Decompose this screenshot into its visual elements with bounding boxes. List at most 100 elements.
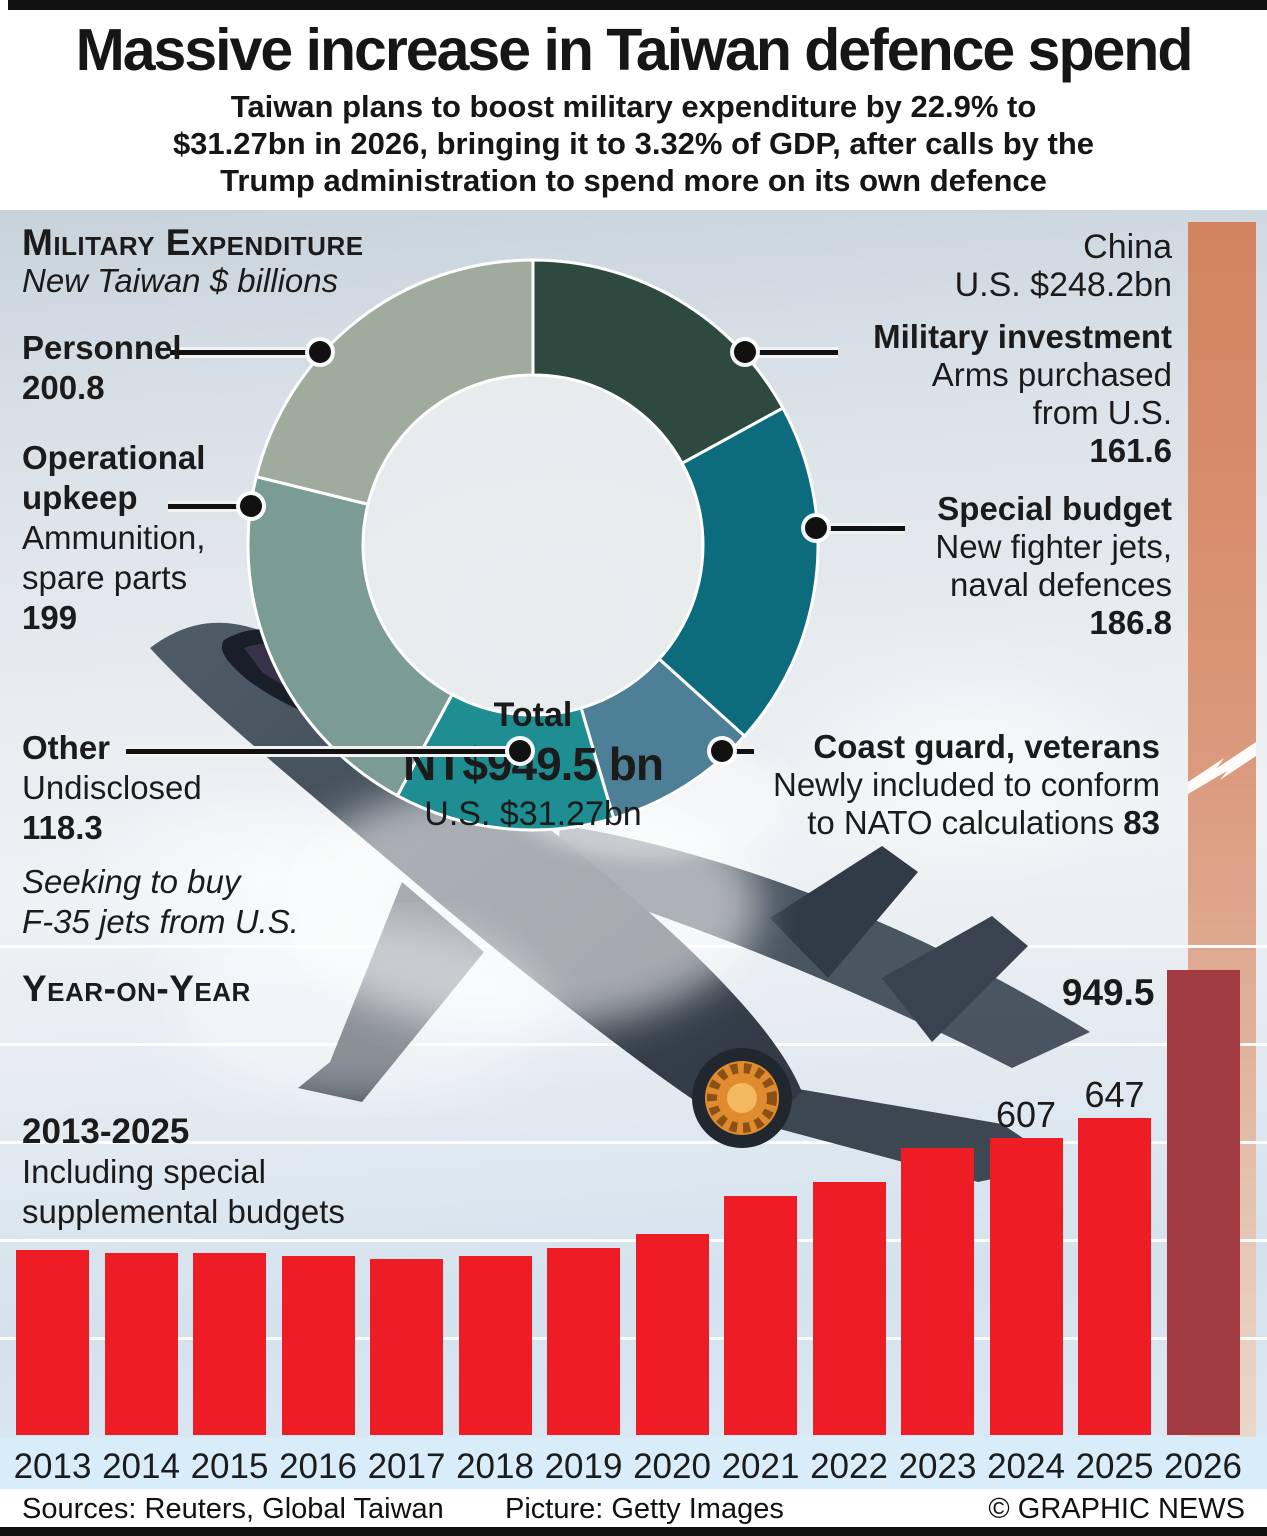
bar-2015 xyxy=(193,1252,266,1435)
callout-line xyxy=(745,347,838,358)
yoy-bar-chart: 607 647 949.5 xyxy=(0,210,1267,1437)
bar-2018 xyxy=(458,1255,532,1435)
military-investment-title: Military investment xyxy=(873,318,1172,355)
coast-guard-title: Coast guard, veterans xyxy=(813,728,1160,765)
year-label-2015: 2015 xyxy=(190,1447,269,1486)
coast-guard-label: Coast guard, veterans Newly included to … xyxy=(773,728,1160,842)
bar-value-label-2025: 647 xyxy=(1084,1074,1145,1116)
bar-2019 xyxy=(547,1248,620,1435)
china-line1: China xyxy=(1083,228,1172,266)
special-budget-value: 186.8 xyxy=(1089,604,1172,641)
bar-2026 xyxy=(1166,970,1240,1435)
other-label: Other Undisclosed 118.3 xyxy=(22,728,202,848)
year-label-2024: 2024 xyxy=(987,1447,1065,1486)
year-label-2019: 2019 xyxy=(544,1447,623,1486)
bar-2016 xyxy=(281,1255,355,1435)
footer-copyright: © GRAPHIC NEWS xyxy=(988,1493,1245,1525)
special-budget-desc-1: New fighter jets, xyxy=(935,528,1172,565)
year-label-2016: 2016 xyxy=(279,1447,357,1486)
bar-2020 xyxy=(635,1233,709,1435)
year-label-2021: 2021 xyxy=(721,1447,800,1486)
callout-dot xyxy=(734,341,756,363)
personnel-value: 200.8 xyxy=(22,369,105,406)
military-investment-desc-2: from U.S. xyxy=(1032,394,1172,431)
other-title: Other xyxy=(22,729,111,766)
callout-dot xyxy=(805,517,827,539)
special-budget-desc-2: naval defences xyxy=(950,566,1172,603)
callout-dot xyxy=(711,740,733,762)
coast-guard-value: 83 xyxy=(1123,804,1160,841)
china-line2: U.S. $248.2bn xyxy=(954,266,1172,304)
page-subtitle: Taiwan plans to boost military expenditu… xyxy=(0,88,1267,199)
range-title: 2013-2025 xyxy=(22,1112,190,1151)
gridline xyxy=(0,1141,1267,1145)
year-label-2023: 2023 xyxy=(898,1447,977,1486)
range-desc-2: supplemental budgets xyxy=(22,1193,345,1230)
bar-value-label-2026: 949.5 xyxy=(1061,972,1155,1013)
callout-line xyxy=(170,347,320,358)
bar-2025 xyxy=(1078,1118,1151,1435)
callout-dot xyxy=(309,341,331,363)
subtitle-line: Taiwan plans to boost military expenditu… xyxy=(230,89,1037,124)
operational-desc-2: spare parts xyxy=(22,559,188,596)
operational-upkeep-label: Operational upkeep Ammunition, spare par… xyxy=(22,438,205,638)
donut-segment: Operational upkeep 199 xyxy=(246,474,455,798)
page-title: Massive increase in Taiwan defence spend xyxy=(75,17,1194,83)
subtitle-line: $31.27bn in 2026, bringing it to 3.32% o… xyxy=(172,126,1095,161)
footer-sources: Sources: Reuters, Global Taiwan xyxy=(22,1493,444,1525)
yoy-section-heading: Year-on-Year xyxy=(22,968,251,1009)
year-label-2026: 2026 xyxy=(1164,1447,1242,1486)
cloud-shape xyxy=(760,630,1180,890)
f35-jet-image xyxy=(150,622,1090,1182)
year-label-2020: 2020 xyxy=(633,1447,711,1486)
subtitle-line: Trump administration to spend more on it… xyxy=(220,163,1047,198)
donut-segment: Special budget 186.8 xyxy=(657,405,820,739)
personnel-label: Personnel 200.8 xyxy=(22,328,182,408)
personnel-title: Personnel xyxy=(22,329,182,366)
x-axis-years-band: 2013 2014 2015 2016 2017 2018 2019 2020 2021 2022… xyxy=(0,1437,1267,1489)
coast-guard-desc-1: Newly included to conform xyxy=(772,766,1160,803)
bar-2014 xyxy=(104,1252,178,1435)
military-investment-label: Military investment Arms purchased from … xyxy=(873,318,1172,470)
bottom-rule xyxy=(0,1527,1267,1536)
donut-section-subheading: New Taiwan $ billions xyxy=(22,262,339,299)
operational-title-1: Operational xyxy=(22,439,206,476)
special-budget-label: Special budget New fighter jets, naval d… xyxy=(935,490,1172,642)
bar-value-label-2024: 607 xyxy=(995,1093,1057,1135)
bar-2021 xyxy=(724,1195,797,1435)
coast-guard-desc-2: to NATO calculations 83 xyxy=(807,804,1160,841)
range-note: 2013-2025 Including special supplemental… xyxy=(22,1112,345,1232)
jet-silhouette xyxy=(150,622,1090,1182)
year-label-2018: 2018 xyxy=(456,1447,534,1486)
callout-dot xyxy=(509,740,531,762)
operational-title-2: upkeep xyxy=(22,479,138,516)
bar-2022 xyxy=(812,1182,886,1435)
donut-center-label: Total NT$949.5 bn U.S. $31.27bn xyxy=(343,696,723,834)
bar-2017 xyxy=(370,1258,443,1435)
callout-line xyxy=(722,746,754,757)
bar-2013 xyxy=(16,1249,89,1435)
donut-total-usd-value: U.S. $31.27bn xyxy=(424,795,642,833)
gridline xyxy=(0,1239,1267,1243)
year-label-2022: 2022 xyxy=(810,1447,888,1486)
china-label: China U.S. $248.2bn xyxy=(955,228,1172,304)
year-label-2025: 2025 xyxy=(1075,1447,1154,1486)
year-label-2017: 2017 xyxy=(367,1447,446,1486)
year-label-2013: 2013 xyxy=(13,1447,92,1486)
top-rule xyxy=(8,0,1267,10)
footer: Sources: Reuters, Global Taiwan Picture:… xyxy=(0,1489,1267,1527)
year-label-2014: 2014 xyxy=(102,1447,180,1486)
f35-note: Seeking to buy F-35 jets from U.S. xyxy=(22,862,299,942)
f35-note-line1: Seeking to buy xyxy=(22,863,241,900)
operational-desc-1: Ammunition, xyxy=(22,519,206,556)
f35-note-line2: F-35 jets from U.S. xyxy=(22,903,299,940)
donut-segment: Personnel 200.8 xyxy=(254,258,535,507)
military-investment-desc-1: Arms purchased xyxy=(931,356,1172,393)
donut-total-label: Total xyxy=(493,696,573,734)
operational-value: 199 xyxy=(22,599,78,636)
bar-break-icon xyxy=(1188,742,1256,794)
range-desc-1: Including special xyxy=(22,1153,266,1190)
